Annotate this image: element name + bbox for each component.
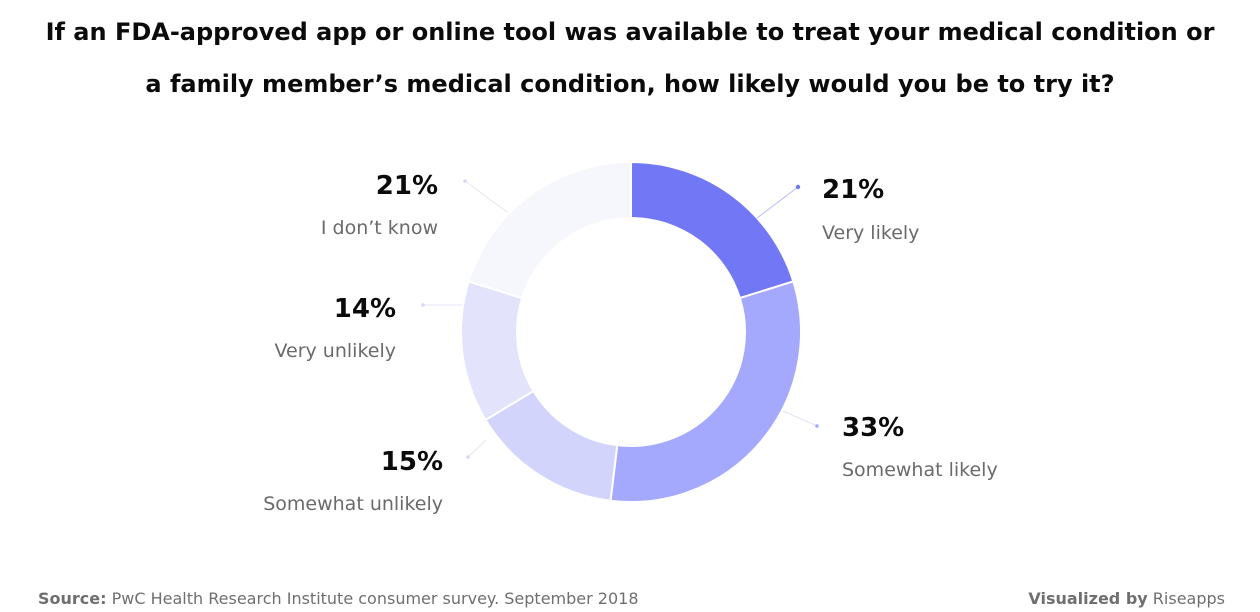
credit-text: Riseapps: [1152, 589, 1225, 608]
leader-line-i-don-t-know: [464, 180, 508, 213]
source-text: PwC Health Research Institute consumer s…: [111, 589, 639, 608]
chart-title-line-1: If an FDA-approved app or online tool wa…: [45, 18, 1215, 46]
leader-line-somewhat-unlikely: [467, 439, 487, 458]
leader-dot-i-don-t-know: [463, 179, 467, 183]
value-label-very-likely: 21%: [822, 175, 884, 205]
slice-somewhat-likely: [609, 280, 802, 503]
leader-dot-somewhat-likely: [815, 424, 819, 428]
leader-dot-very-likely: [795, 184, 801, 190]
slice-very-likely: [630, 160, 795, 300]
credit-label: Visualized by: [1028, 589, 1148, 608]
category-label-somewhat-likely: Somewhat likely: [842, 459, 998, 481]
slice-i-don-t-know: [467, 160, 632, 300]
slice-labels: 21% Very likely 33% Somewhat likely 15% Somew…: [263, 171, 997, 515]
value-label-somewhat-likely: 33%: [842, 413, 904, 443]
value-label-somewhat-unlikely: 15%: [381, 447, 443, 477]
leader-dot-somewhat-unlikely: [466, 455, 470, 459]
category-label-very-likely: Very likely: [822, 222, 919, 244]
chart-title-line-2: a family member’s medical condition, how…: [145, 70, 1115, 98]
leader-dot-very-unlikely: [421, 303, 425, 307]
chart-title: If an FDA-approved app or online tool wa…: [0, 6, 1260, 110]
source-label: Source:: [38, 589, 107, 608]
leader-line-very-likely: [756, 186, 799, 219]
source-note: Source: PwC Health Research Institute co…: [38, 589, 639, 608]
value-label-i-don-t-know: 21%: [376, 171, 438, 201]
credit-note: Visualized by Riseapps: [1028, 589, 1225, 608]
value-label-very-unlikely: 14%: [334, 294, 396, 324]
category-label-very-unlikely: Very unlikely: [275, 340, 397, 362]
donut-slices: [460, 160, 802, 503]
category-label-somewhat-unlikely: Somewhat unlikely: [263, 493, 443, 515]
leader-lines: [421, 179, 819, 459]
category-label-i-don-t-know: I don’t know: [321, 217, 438, 239]
leader-line-somewhat-likely: [782, 410, 818, 427]
